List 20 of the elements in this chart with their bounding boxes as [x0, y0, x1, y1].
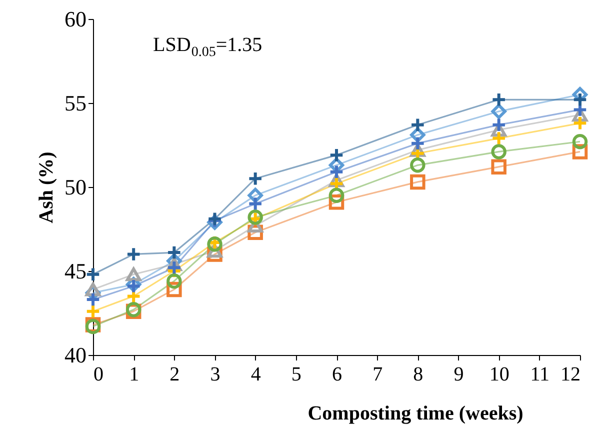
x-axis-title: Composting time (weeks) [308, 402, 524, 424]
x-tick-label: 1 [129, 364, 140, 386]
x-tick-label: 4 [250, 364, 261, 386]
x-tick-label: 10 [489, 364, 510, 386]
x-tick-label: 8 [413, 364, 424, 386]
y-tick-label: 55 [64, 90, 86, 116]
x-tick-label: 12 [560, 364, 580, 386]
x-tick-label: 6 [332, 364, 342, 386]
x-tick-label: 2 [170, 364, 180, 386]
y-tick-label: 45 [64, 258, 86, 284]
x-tick-label: 11 [530, 364, 550, 386]
x-tick-label: 5 [291, 364, 302, 386]
x-tick-label: 0 [94, 364, 104, 386]
x-tick-label: 9 [454, 364, 464, 386]
y-tick-label: 40 [64, 342, 86, 368]
x-tick-label: 7 [372, 364, 383, 386]
y-tick-label: 60 [64, 6, 86, 32]
x-tick-label: 3 [210, 364, 220, 386]
y-tick-label: 50 [64, 174, 86, 200]
y-axis-title: Ash (%) [36, 152, 58, 224]
